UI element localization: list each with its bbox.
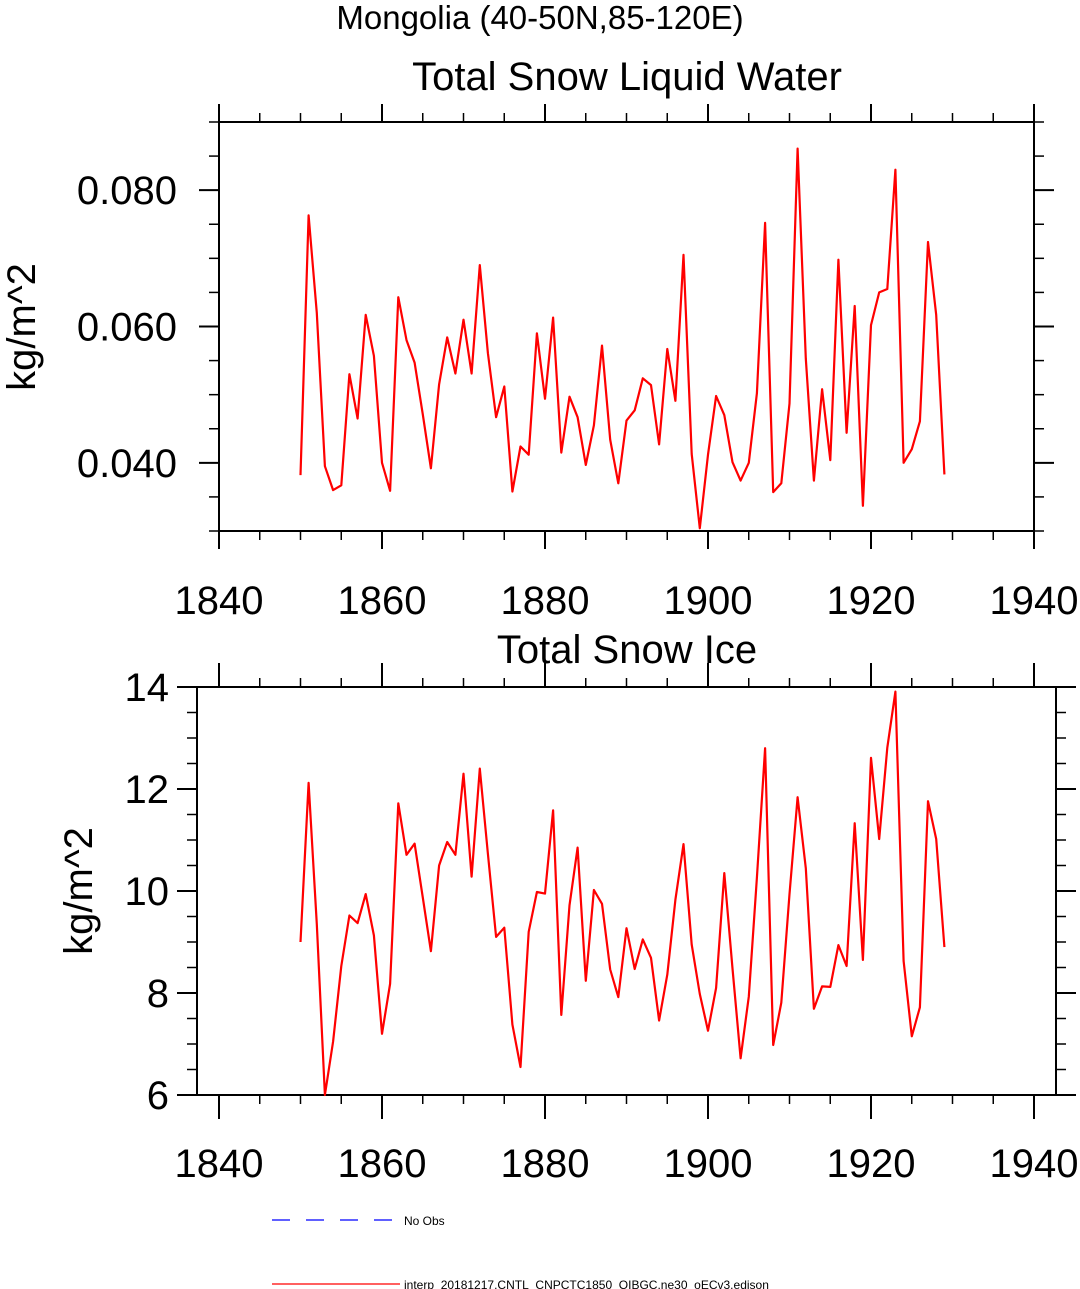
figure-title: Mongolia (40-50N,85-120E) xyxy=(336,0,743,36)
panel-snow-ice: Total Snow Ice kg/m^2 1840 1860 1880 1900 19… xyxy=(57,628,1078,1186)
panel-0-ytick-label: 0.080 xyxy=(77,169,177,213)
panel-1-xtick-label: 1900 xyxy=(664,1142,753,1186)
panel-1-ylabel: kg/m^2 xyxy=(57,827,101,955)
panel-1-plot-frame xyxy=(196,686,1057,1096)
panel-0-xtick-label: 1880 xyxy=(501,579,590,623)
panel-snow-liquid-water: Total Snow Liquid Water kg/m^2 1840 1860 1… xyxy=(0,55,1078,623)
panel-0-ytick-label: 0.040 xyxy=(77,442,177,486)
panel-1-title: Total Snow Ice xyxy=(497,628,757,672)
panel-0-title: Total Snow Liquid Water xyxy=(412,55,842,99)
panel-0-xtick-label: 1860 xyxy=(338,579,427,623)
legend-model-label: interp_20181217.CNTL_CNPCTC1850_OIBGC.ne… xyxy=(404,1278,769,1289)
panel-0-series-0-line xyxy=(299,147,946,530)
legend: No Obs interp_20181217.CNTL_CNPCTC1850_O… xyxy=(272,1214,769,1289)
panel-0-plot-frame xyxy=(218,121,1035,532)
panel-1-ytick-label: 8 xyxy=(147,972,169,1016)
panel-1-xtick-label: 1920 xyxy=(827,1142,916,1186)
panel-1-ytick-label: 14 xyxy=(125,666,170,710)
panel-0-xtick-label: 1940 xyxy=(990,579,1079,623)
legend-no-obs-label: No Obs xyxy=(404,1214,445,1228)
panel-1-xtick-label: 1940 xyxy=(990,1142,1079,1186)
panel-1-ytick-label: 6 xyxy=(147,1074,169,1118)
panel-1-ytick-label: 12 xyxy=(125,768,170,812)
panel-1-xtick-label: 1860 xyxy=(338,1142,427,1186)
panel-1-ytick-label: 10 xyxy=(125,870,170,914)
panel-0-ytick-label: 0.060 xyxy=(77,306,177,350)
panel-1-xtick-label: 1840 xyxy=(175,1142,264,1186)
panel-0-xtick-label: 1840 xyxy=(175,579,264,623)
panel-0-xtick-label: 1920 xyxy=(827,579,916,623)
panel-0-ylabel: kg/m^2 xyxy=(0,263,44,391)
panel-1-series-0-line xyxy=(299,690,946,1097)
panel-1-xtick-label: 1880 xyxy=(501,1142,590,1186)
panel-0-xtick-label: 1900 xyxy=(664,579,753,623)
